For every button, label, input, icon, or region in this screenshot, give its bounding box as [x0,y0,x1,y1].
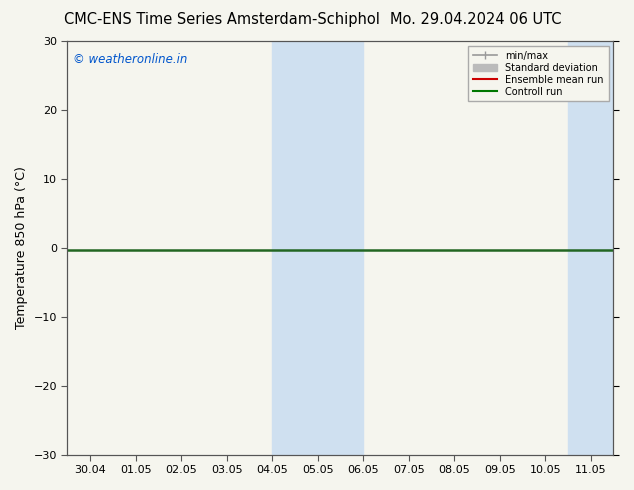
Y-axis label: Temperature 850 hPa (°C): Temperature 850 hPa (°C) [15,167,28,329]
Legend: min/max, Standard deviation, Ensemble mean run, Controll run: min/max, Standard deviation, Ensemble me… [469,46,609,101]
Text: CMC-ENS Time Series Amsterdam-Schiphol: CMC-ENS Time Series Amsterdam-Schiphol [64,12,380,27]
Text: Mo. 29.04.2024 06 UTC: Mo. 29.04.2024 06 UTC [390,12,561,27]
Bar [318,41,363,455]
Bar [568,41,634,455]
Text: © weatheronline.in: © weatheronline.in [73,53,187,67]
Bar [272,41,318,455]
